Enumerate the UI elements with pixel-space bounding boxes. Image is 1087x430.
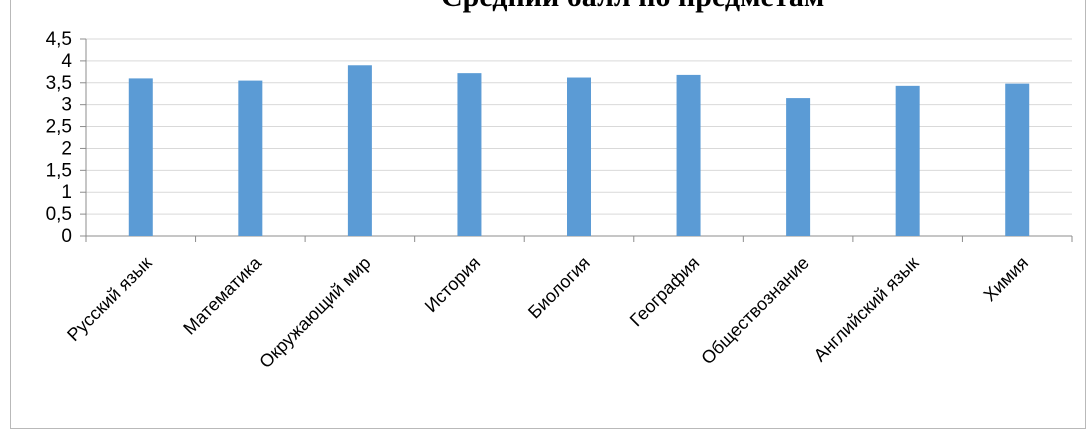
chart-title: Средний балл по предметам	[441, 0, 1041, 14]
bar	[238, 80, 263, 236]
category-label: Английский язык	[810, 253, 923, 366]
y-tick-label: 0,5	[46, 204, 72, 225]
y-tick-label: 2	[61, 138, 72, 159]
bar-chart: 00,511,522,533,544,5 Русский язык Математи…	[46, 29, 1073, 372]
category-label: Окружающий мир	[255, 253, 374, 372]
bar	[786, 98, 811, 236]
y-tick-label: 1	[61, 182, 72, 203]
y-tick-label: 4,5	[46, 29, 72, 50]
category-label: Биология	[524, 253, 594, 323]
category-label: Химия	[980, 253, 1033, 306]
y-tick-label: 2,5	[46, 117, 72, 138]
chart-container: Средний балл по предметам 00,511,522,533…	[10, 0, 1086, 429]
y-tick-label: 0	[61, 226, 72, 247]
bar	[895, 85, 920, 236]
category-label: География	[626, 253, 704, 331]
category-label: Математика	[179, 252, 266, 339]
category-label: История	[421, 253, 485, 317]
y-tick-label: 3,5	[46, 73, 72, 94]
bar	[347, 65, 372, 237]
bar	[128, 78, 153, 237]
y-tick-label: 4	[61, 51, 72, 72]
y-tick-label: 1,5	[46, 160, 72, 181]
category-label: Русский язык	[63, 253, 155, 345]
bar	[567, 77, 591, 236]
y-tick-label: 3	[61, 95, 72, 116]
category-label: Обществознание	[697, 253, 813, 369]
bar	[457, 73, 482, 236]
bar	[1005, 83, 1030, 236]
bar	[676, 74, 701, 236]
